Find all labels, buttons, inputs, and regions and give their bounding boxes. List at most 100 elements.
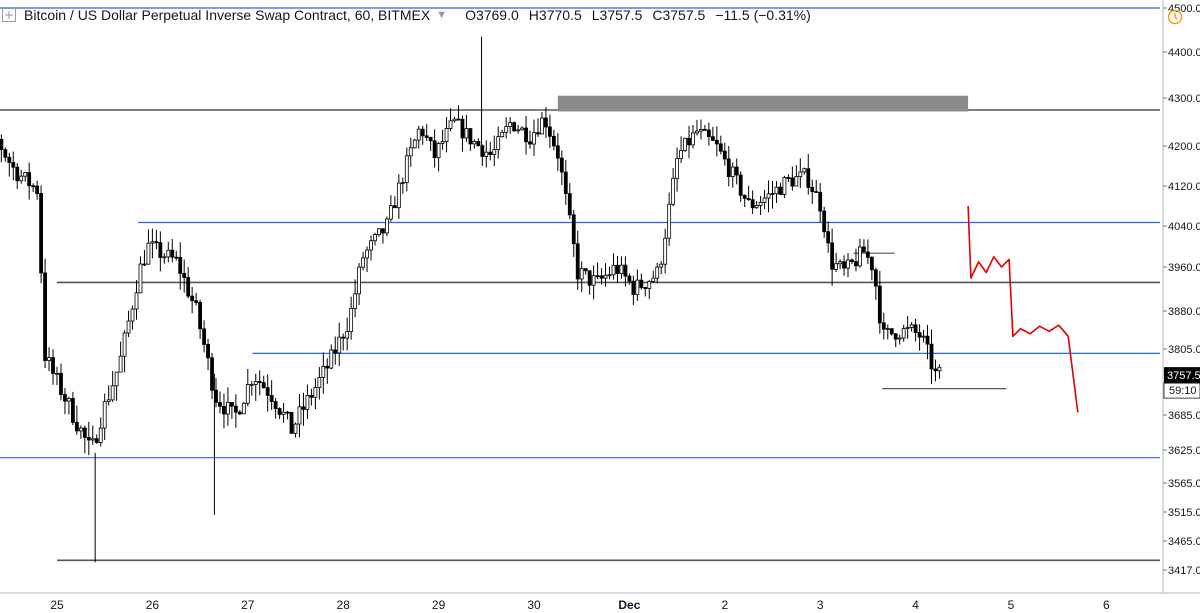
candle-body: [905, 327, 910, 329]
candle-body: [528, 141, 532, 145]
candle-body: [114, 371, 119, 387]
time-tick-label: 26: [146, 598, 160, 612]
candle-body: [51, 357, 55, 374]
candle-body: [309, 395, 314, 398]
candle-body: [619, 264, 624, 274]
chevron-down-icon[interactable]: ▼: [436, 9, 448, 21]
candle-body: [71, 398, 75, 423]
candle-body: [241, 402, 246, 415]
candle-body: [341, 336, 346, 339]
candle-body: [361, 257, 365, 268]
expand-icon[interactable]: [2, 8, 16, 22]
candle-body: [285, 411, 290, 414]
candle-body: [90, 438, 95, 441]
candle-body: [655, 266, 660, 279]
candle-body: [901, 328, 906, 339]
candle-body: [337, 336, 342, 354]
candle-body: [98, 427, 103, 443]
candle-body: [420, 128, 425, 137]
candle-body: [404, 155, 409, 183]
candle-body: [162, 256, 167, 259]
candle-body: [289, 411, 294, 434]
candle-body: [671, 177, 676, 205]
price-tick-label: 3685.0: [1168, 410, 1200, 422]
countdown-badge: [1163, 382, 1200, 399]
candle-body: [766, 193, 771, 199]
candle-body: [277, 408, 282, 415]
candle-body: [329, 349, 334, 369]
candle-body: [440, 141, 445, 144]
candle-body: [210, 357, 214, 391]
candle-body: [408, 147, 413, 157]
candle-body: [559, 157, 564, 173]
time-tick-label: 5: [1008, 598, 1015, 612]
candle-body: [651, 277, 656, 282]
candle-body: [253, 381, 258, 385]
candle-body: [130, 308, 135, 322]
candle-body: [790, 177, 795, 187]
candle-body: [516, 129, 520, 132]
candle-body: [388, 205, 393, 220]
time-tick-label: 29: [432, 598, 446, 612]
candle-body: [313, 387, 318, 398]
candles: [0, 36, 942, 563]
candle-body: [134, 292, 139, 310]
candle-body: [750, 199, 755, 209]
candle-body: [842, 261, 846, 269]
candle-body: [67, 398, 71, 402]
ohlc-close: C3757.5: [652, 7, 706, 23]
clock-alert-icon[interactable]: [1167, 9, 1183, 25]
candle-body: [468, 128, 473, 145]
candle-body: [59, 372, 63, 395]
candle-body: [39, 193, 43, 274]
candle-body: [480, 145, 485, 157]
candle-body: [27, 172, 32, 187]
candle-body: [396, 182, 401, 209]
candle-body: [623, 264, 628, 277]
candle-body: [190, 295, 195, 302]
candle-body: [353, 293, 358, 309]
candle-body: [7, 156, 12, 163]
candle-body: [301, 406, 306, 410]
candle-body: [858, 246, 862, 267]
candle-body: [436, 143, 441, 159]
candle-body: [229, 402, 234, 407]
candle-body: [365, 249, 369, 259]
candle-body: [770, 193, 775, 195]
time-tick-label: 4: [912, 598, 919, 612]
candle-body: [520, 127, 524, 131]
candle-body: [699, 128, 703, 132]
symbol-title[interactable]: Bitcoin / US Dollar Perpetual Inverse Sw…: [24, 7, 431, 23]
candle-body: [261, 382, 266, 389]
candle-body: [476, 141, 481, 147]
candle-body: [138, 263, 143, 294]
candle-body: [691, 132, 695, 146]
candle-body: [381, 228, 385, 234]
candle-body: [63, 394, 67, 402]
candle-body: [579, 268, 584, 280]
time-tick-label: 25: [50, 598, 64, 612]
candle-body: [432, 140, 437, 159]
candle-body: [504, 126, 509, 133]
candle-body: [0, 138, 4, 151]
candle-body: [74, 422, 79, 432]
price-tick-label: 4040.0: [1168, 221, 1200, 233]
candle-body: [877, 285, 882, 324]
time-tick-label: 2: [721, 598, 728, 612]
candle-body: [305, 395, 310, 410]
candle-body: [929, 343, 934, 370]
candle-body: [194, 300, 199, 303]
projection-path: [967, 205, 1079, 413]
candle-body: [571, 214, 576, 245]
candle-body: [321, 365, 326, 378]
candle-body: [639, 279, 644, 288]
candle-body: [78, 427, 83, 432]
candle-body: [158, 242, 163, 258]
time-tick-label: 3: [817, 598, 824, 612]
candle-body: [424, 135, 429, 138]
candle-body: [150, 241, 155, 244]
time-tick-label: 27: [241, 598, 255, 612]
candle-body: [222, 405, 226, 415]
